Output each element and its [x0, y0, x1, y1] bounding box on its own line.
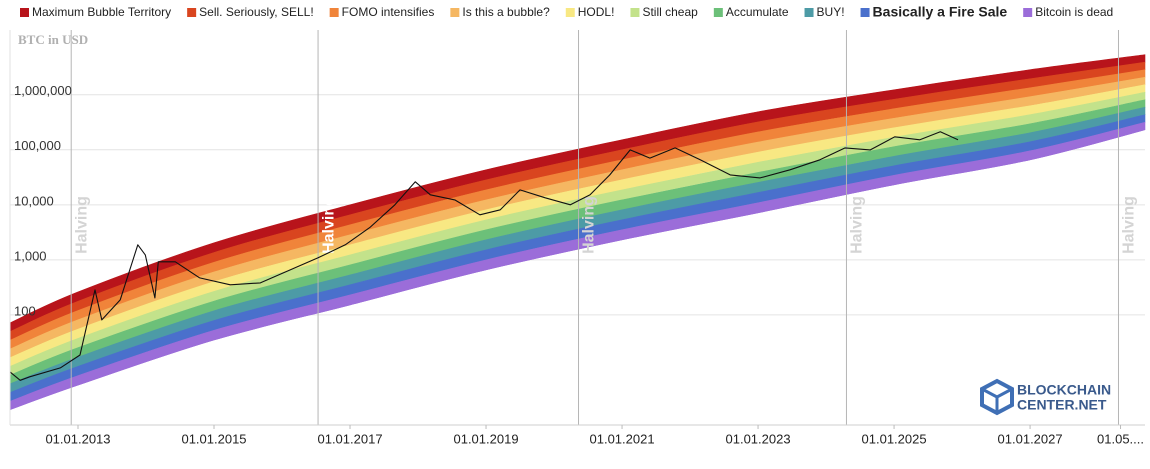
legend-swatch	[329, 8, 339, 17]
y-tick-label: 1,000,000	[14, 83, 72, 98]
band-floor	[9, 129, 1146, 410]
logo: BLOCKCHAIN CENTER.NET	[980, 378, 1111, 416]
legend-label: Accumulate	[726, 5, 789, 19]
halving-label: Halving	[73, 196, 90, 254]
legend-label: Bitcoin is dead	[1035, 5, 1113, 19]
logo-text: BLOCKCHAIN	[1017, 382, 1111, 398]
x-tick-label: 01.01.2021	[590, 431, 655, 446]
x-tick-label: 01.01.2023	[726, 431, 791, 446]
price-line	[9, 131, 959, 381]
legend-swatch	[187, 8, 197, 17]
legend-swatch	[804, 8, 814, 17]
legend-swatch	[860, 8, 870, 17]
legend-swatch	[713, 8, 723, 17]
y-tick-label: 1,000	[14, 248, 47, 263]
legend-label: Is this a bubble?	[462, 5, 550, 19]
legend-swatch	[565, 8, 575, 17]
plot-area: Halving Halving Halving Halving Halving 100 1,…	[9, 30, 1146, 446]
halving-label: Halving	[1121, 196, 1138, 254]
x-tick-label: 01.01.2019	[453, 431, 518, 446]
logo-text: CENTER.NET	[1017, 397, 1107, 413]
x-tick-label: 01.01.2015	[181, 431, 246, 446]
legend-label: Sell. Seriously, SELL!	[199, 5, 314, 19]
x-tick-label: 01.01.2025	[862, 431, 927, 446]
legend-swatch	[20, 8, 29, 17]
legend-label: Still cheap	[642, 5, 698, 19]
legend-label: Basically a Fire Sale	[873, 4, 1008, 20]
legend-label: BUY!	[817, 5, 845, 19]
halving-label: Halving	[849, 196, 866, 254]
legend-label: Maximum Bubble Territory	[32, 5, 171, 19]
legend-swatch	[450, 8, 460, 17]
y-tick-label: 100,000	[14, 138, 61, 153]
legend-swatch	[1023, 8, 1033, 17]
x-tick-label: 01.05....	[1097, 431, 1144, 446]
legend-swatch	[630, 8, 640, 17]
x-tick-label: 01.01.2017	[317, 431, 382, 446]
y-tick-label: 100	[14, 303, 36, 318]
x-tick-label: 01.01.2027	[998, 431, 1063, 446]
y-tick-label: 10,000	[14, 193, 54, 208]
y-axis-label: BTC in USD	[18, 32, 88, 47]
x-tick-label: 01.01.2013	[45, 431, 110, 446]
legend-label: FOMO intensifies	[342, 5, 435, 19]
legend-label: HODL!	[578, 5, 615, 19]
halving-label: Halving	[581, 196, 598, 254]
halving-label: Halving	[320, 196, 337, 254]
